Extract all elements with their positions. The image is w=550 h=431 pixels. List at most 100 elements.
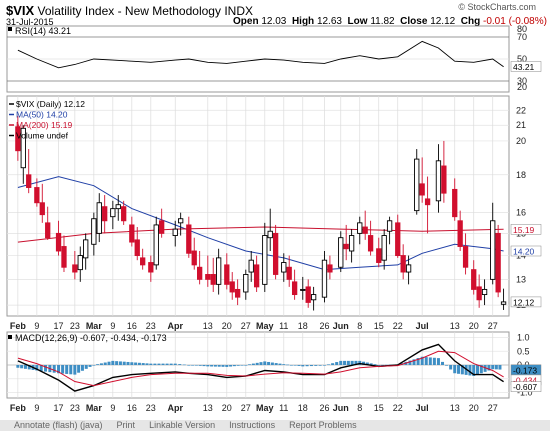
chg-value: -0.01 (-0.08%) [483,16,547,27]
macd-histogram-bar [408,360,412,365]
price-x-tick-label: 9 [34,321,39,331]
macd-histogram-bar [274,363,278,365]
macd-histogram-bar [318,365,322,366]
macd-histogram-bar [161,363,165,365]
macd-histogram-bar [263,361,267,365]
macd-histogram-bar [165,363,169,365]
macd-histogram-bar [384,364,388,366]
macd-histogram-bar [432,357,436,365]
candle-body [172,228,178,236]
macd-histogram-bar [225,365,229,367]
candle-body [300,288,306,291]
macd-histogram-bar [373,364,377,365]
macd-histogram-bar [369,363,373,365]
macd-histogram-bar [487,365,491,371]
rsi-y-tick: 70 [517,32,527,42]
macd-histogram-bar [210,365,214,367]
candle-body [186,224,192,254]
macd-y-tick: 1.0 [517,333,530,343]
macd-histogram-bar [255,362,259,365]
rsi-y-tick: 50 [517,54,527,64]
macd-histogram-bar [88,365,92,367]
close-current-tag-box [510,296,542,308]
macd-line [17,343,504,392]
macd-histogram-bar [244,365,248,366]
macd-histogram-bar [498,365,502,370]
macd-histogram-bar [65,365,69,374]
price-x-tick-label: 27 [241,321,251,331]
price-x-tick-label: 8 [357,321,362,331]
candle-body [20,127,26,169]
candle-body [441,165,447,194]
chart-date: 31-Jul-2015 [6,17,54,27]
macd-histogram-bar [491,365,495,370]
macd-histogram-bar [259,362,263,365]
macd-x-tick-label: 27 [241,403,251,413]
macd-histogram-bar [354,360,358,365]
candle-body [500,301,507,305]
low-value: 11.82 [370,16,395,27]
candle-body [424,198,431,206]
macd-histogram-bar [441,361,445,365]
candle-body [471,269,477,290]
price-y-tick: 13 [516,274,526,284]
candle-body [338,237,344,268]
open-value: 12.03 [261,16,287,27]
footer-link-0[interactable]: Annotate (flash) (java) [14,420,103,430]
macd-histogram-bar [217,365,221,367]
price-x-tick-label: 15 [374,321,384,331]
ma200-current-tag-box [510,224,542,235]
macd-histogram-bar [472,365,476,376]
macd-histogram-bar [126,361,130,365]
macd-histogram-bar [301,365,305,367]
footer-link-1[interactable]: Print [116,420,136,430]
rsi-current-tag: 43.21 [513,62,535,72]
macd-histogram-bar [297,365,301,366]
candle-body [91,218,97,245]
macd-histogram-bar [309,365,313,367]
macd-x-tick-label: 22 [393,403,403,413]
footer-link-4[interactable]: Report Problems [289,420,357,430]
candle-body [178,218,184,224]
macd-histogram-bar [57,365,61,374]
ma200-current-tag: 15.19 [513,225,535,235]
candle-body [191,250,197,266]
price-x-tick-label: 9 [110,321,115,331]
macd-histogram-bar [202,365,206,367]
candle-body [281,262,287,273]
footer-link-3[interactable]: Instructions [229,420,276,430]
candle-body [362,226,368,234]
candle-body [148,262,154,273]
candle-body [45,222,51,239]
close-label: Close [400,16,428,27]
macd-histogram-bar [314,365,318,366]
macd-histogram-bar [115,361,119,365]
macd-x-tick-label: 9 [34,403,39,413]
macd-histogram-bar [69,365,73,375]
price-x-tick-label: 13 [203,321,213,331]
macd-histogram-bar [182,364,186,366]
candle-body [229,281,235,293]
candle-body [481,288,488,296]
macd-histogram-bar [286,364,290,366]
macd-histogram-bar [169,363,173,365]
candle-body [343,243,349,250]
macd-histogram-bar [80,365,84,371]
price-legend-entry: Volume undef [16,131,69,141]
macd-x-tick-label: 26 [319,403,329,413]
macd-histogram-bar [377,365,381,366]
price-y-tick: 20 [516,136,526,146]
macd-x-tick-label: Feb [10,403,27,413]
macd-histogram-bar [107,361,111,365]
footer-link-2[interactable]: Linkable Version [149,420,216,430]
macd-histogram-bar [153,363,157,365]
candle-body [357,222,363,234]
high-label: High [291,16,315,27]
macd-x-tick-label: 13 [203,403,213,413]
price-x-tick-label: Feb [10,321,27,331]
macd-histogram-bar [198,365,202,366]
macd-x-tick-label: 18 [298,403,308,413]
macd-x-tick-label: 16 [127,403,137,413]
macd-histogram-bar [130,362,134,365]
